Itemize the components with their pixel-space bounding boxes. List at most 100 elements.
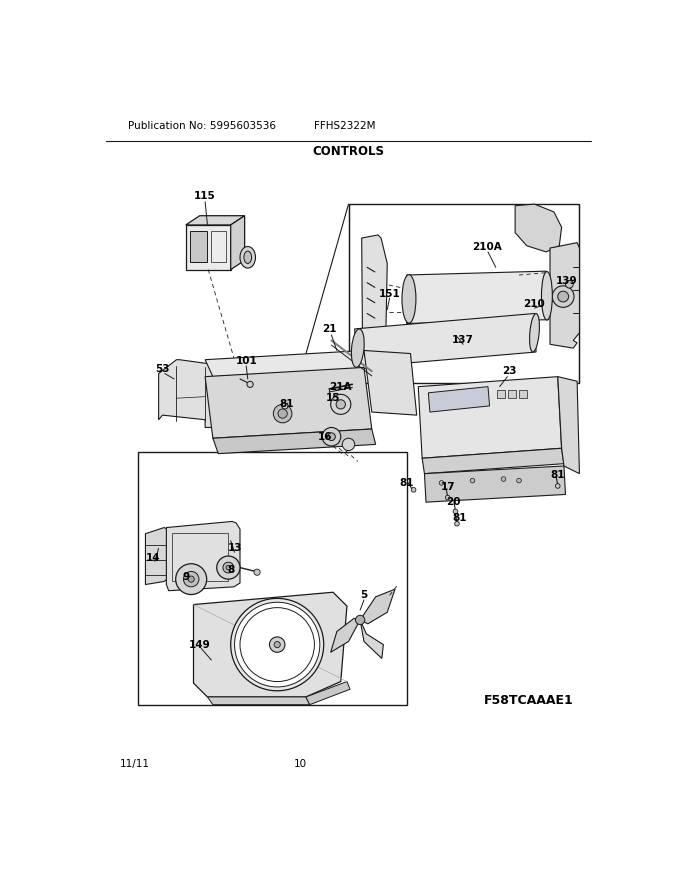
Polygon shape — [424, 466, 566, 502]
Polygon shape — [146, 528, 167, 584]
Circle shape — [470, 479, 475, 483]
Circle shape — [453, 509, 458, 514]
Polygon shape — [364, 350, 417, 415]
Ellipse shape — [402, 275, 416, 323]
Text: 210A: 210A — [473, 241, 502, 252]
Text: 23: 23 — [503, 366, 517, 377]
Polygon shape — [422, 448, 564, 473]
Text: 137: 137 — [452, 335, 474, 346]
Circle shape — [552, 286, 574, 307]
Polygon shape — [362, 235, 387, 350]
Circle shape — [278, 409, 287, 418]
Polygon shape — [418, 377, 562, 458]
Circle shape — [455, 521, 459, 526]
Circle shape — [328, 433, 335, 441]
Polygon shape — [231, 216, 245, 269]
Circle shape — [274, 642, 280, 648]
Bar — [211, 231, 226, 262]
Circle shape — [175, 564, 207, 595]
Bar — [348, 204, 579, 383]
Circle shape — [231, 598, 324, 691]
Text: 21: 21 — [322, 324, 337, 334]
Bar — [497, 391, 505, 398]
Circle shape — [247, 381, 253, 387]
Polygon shape — [186, 216, 245, 225]
Bar — [186, 225, 231, 269]
Circle shape — [217, 556, 240, 579]
Circle shape — [330, 394, 351, 414]
Circle shape — [184, 571, 199, 587]
Circle shape — [556, 484, 560, 488]
Circle shape — [336, 400, 345, 409]
Text: 16: 16 — [318, 432, 333, 442]
Text: 115: 115 — [194, 192, 216, 202]
Ellipse shape — [541, 272, 552, 320]
Circle shape — [445, 495, 450, 500]
Polygon shape — [407, 271, 549, 324]
Circle shape — [411, 488, 416, 492]
Text: 17: 17 — [441, 481, 455, 492]
Polygon shape — [213, 429, 375, 454]
Polygon shape — [194, 592, 347, 697]
Polygon shape — [207, 697, 310, 705]
Circle shape — [235, 602, 320, 687]
Text: 20: 20 — [446, 497, 460, 507]
Circle shape — [566, 281, 573, 288]
Bar — [172, 533, 228, 581]
Circle shape — [269, 637, 285, 652]
Circle shape — [517, 479, 522, 483]
Ellipse shape — [352, 329, 364, 367]
Text: 21A: 21A — [330, 382, 352, 392]
Polygon shape — [550, 243, 579, 348]
Circle shape — [439, 480, 444, 485]
Text: 53: 53 — [155, 364, 170, 374]
Polygon shape — [360, 620, 384, 658]
Text: 10: 10 — [294, 759, 307, 769]
Circle shape — [223, 562, 234, 573]
Text: 81: 81 — [551, 470, 565, 480]
Text: CONTROLS: CONTROLS — [313, 145, 384, 158]
Polygon shape — [330, 619, 360, 652]
Circle shape — [501, 477, 506, 481]
Text: 81: 81 — [452, 512, 466, 523]
Bar — [190, 231, 207, 262]
Text: 5: 5 — [360, 590, 368, 599]
Circle shape — [254, 569, 260, 576]
Bar — [519, 391, 527, 398]
Text: 151: 151 — [379, 290, 401, 299]
Circle shape — [188, 576, 194, 583]
Polygon shape — [515, 204, 562, 252]
Text: 210: 210 — [524, 299, 545, 309]
Bar — [137, 452, 407, 705]
Text: 139: 139 — [556, 276, 578, 286]
Circle shape — [226, 565, 231, 570]
Circle shape — [322, 428, 341, 446]
Polygon shape — [306, 682, 350, 705]
Text: 81: 81 — [279, 400, 294, 409]
Text: F58TCAAAE1: F58TCAAAE1 — [484, 694, 574, 708]
Polygon shape — [167, 521, 240, 590]
Text: 101: 101 — [235, 356, 257, 366]
Text: 11/11: 11/11 — [120, 759, 150, 769]
Text: 8: 8 — [227, 565, 235, 575]
Circle shape — [356, 615, 364, 625]
Polygon shape — [205, 368, 372, 438]
Text: 81: 81 — [399, 478, 414, 488]
Text: 15: 15 — [326, 393, 340, 403]
Polygon shape — [428, 386, 490, 412]
Polygon shape — [558, 377, 579, 473]
Circle shape — [558, 291, 568, 302]
Ellipse shape — [530, 313, 539, 352]
Bar — [508, 391, 516, 398]
Polygon shape — [205, 350, 384, 377]
Circle shape — [282, 403, 288, 409]
Text: 9: 9 — [182, 572, 189, 582]
Polygon shape — [158, 360, 213, 428]
Text: 149: 149 — [189, 640, 211, 649]
Text: 13: 13 — [227, 543, 242, 554]
Circle shape — [342, 438, 355, 451]
Polygon shape — [360, 590, 395, 624]
Circle shape — [273, 405, 292, 423]
Text: Publication No: 5995603536: Publication No: 5995603536 — [128, 121, 275, 130]
Ellipse shape — [244, 251, 252, 263]
